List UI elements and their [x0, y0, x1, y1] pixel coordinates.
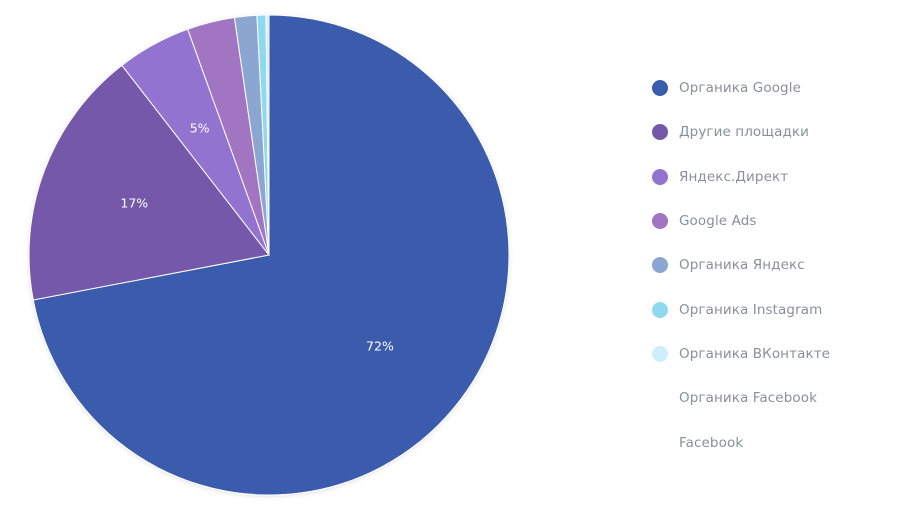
legend-item: Facebook [652, 420, 892, 464]
legend-item: Органика Facebook [652, 376, 892, 420]
slice-value-label: 5% [190, 120, 210, 135]
legend-label: Google Ads [679, 213, 757, 230]
slice-value-label: 72% [366, 338, 394, 353]
legend-label: Яндекс.Директ [679, 168, 789, 185]
legend-swatch [652, 434, 668, 451]
legend-swatch [652, 80, 668, 97]
legend-swatch [652, 345, 668, 362]
legend-item: Органика Яндекс [652, 243, 892, 287]
legend-item: Яндекс.Директ [652, 155, 892, 199]
legend-item: Органика ВКонтакте [652, 332, 892, 376]
legend-label: Органика Instagram [679, 301, 823, 318]
legend-label: Органика Яндекс [679, 257, 805, 274]
legend-item: Органика Google [652, 66, 892, 110]
legend-swatch [652, 390, 668, 407]
pie-slice-1 [32, 14, 510, 496]
legend-label: Другие площадки [679, 124, 810, 141]
pie-slice-2 [28, 64, 270, 301]
pie-slices [28, 14, 510, 496]
slice-value-label: 17% [120, 196, 148, 211]
legend-item: Google Ads [652, 199, 892, 243]
legend-swatch [652, 257, 668, 274]
chart-legend: Органика Google Другие площадки Яндекс.Дир… [652, 66, 892, 465]
legend-label: Facebook [679, 434, 744, 451]
legend-label: Органика ВКонтакте [679, 345, 831, 362]
legend-swatch [652, 124, 668, 141]
legend-item: Другие площадки [652, 110, 892, 154]
legend-item: Органика Instagram [652, 287, 892, 331]
legend-swatch [652, 213, 668, 230]
legend-label: Органика Google [679, 80, 801, 97]
legend-swatch [652, 168, 668, 185]
legend-swatch [652, 301, 668, 318]
legend-label: Органика Facebook [679, 390, 818, 407]
pie-slice-7 [265, 14, 270, 256]
pie-slice-labels: 72% 17% 5% [120, 120, 394, 353]
